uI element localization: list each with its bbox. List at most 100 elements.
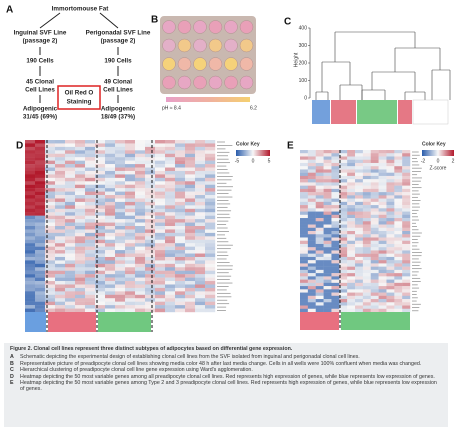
cell (95, 198, 106, 203)
cell (155, 298, 166, 302)
cell (362, 198, 371, 203)
cell (402, 156, 411, 160)
cell (85, 198, 96, 203)
cell (370, 286, 379, 290)
cell (45, 181, 56, 185)
cell (145, 157, 156, 161)
cell (85, 153, 96, 158)
cell (45, 188, 56, 192)
panel-letter: B (151, 15, 158, 26)
cell (135, 201, 146, 206)
cell (307, 237, 316, 241)
cell (85, 191, 96, 196)
cell (55, 153, 66, 158)
cell (65, 208, 76, 213)
cell (402, 260, 411, 264)
well (208, 38, 223, 53)
cell (347, 185, 356, 190)
cell (300, 208, 309, 212)
cell (45, 232, 56, 237)
cell (378, 150, 387, 154)
cell (35, 208, 46, 213)
cell (323, 205, 332, 209)
cell (315, 208, 324, 212)
cell (378, 169, 387, 173)
cell (75, 256, 86, 261)
cell (323, 302, 332, 306)
cell (35, 226, 46, 230)
cell (115, 308, 126, 313)
cell (370, 253, 379, 258)
cell (402, 227, 411, 232)
cell (185, 284, 196, 289)
cell (386, 185, 395, 190)
cell (331, 218, 340, 222)
cell (45, 160, 56, 165)
cell (95, 201, 106, 206)
cell (300, 243, 309, 248)
cell (25, 232, 36, 237)
cell (65, 308, 76, 313)
cell (155, 219, 166, 223)
cell (315, 153, 324, 157)
cell (115, 157, 126, 161)
cell (339, 231, 348, 235)
cell (205, 270, 216, 275)
left-adipogenic: Adipogenic (23, 106, 58, 113)
cell (35, 305, 46, 309)
cell (402, 263, 411, 267)
cell (175, 219, 186, 223)
cell (105, 239, 116, 244)
cell (195, 253, 206, 258)
cell (347, 276, 356, 280)
cell (65, 243, 76, 247)
cell (370, 237, 379, 241)
cell (105, 215, 116, 220)
cell (55, 205, 66, 209)
cell (323, 286, 332, 290)
cell (378, 295, 387, 300)
cell (175, 291, 186, 295)
cell (115, 212, 126, 216)
cell (95, 294, 106, 299)
cell (75, 250, 86, 254)
item-letter: D (10, 373, 14, 380)
cell (75, 153, 86, 158)
cell (65, 150, 76, 154)
cell (355, 234, 364, 238)
cell (323, 175, 332, 180)
cell (315, 234, 324, 238)
cell (95, 291, 106, 295)
cell (386, 247, 395, 251)
cell (65, 263, 76, 268)
cell (300, 188, 309, 193)
cell (35, 274, 46, 278)
cell (35, 219, 46, 223)
cell (307, 175, 316, 180)
cell (105, 284, 116, 289)
cell (362, 227, 371, 232)
cell (355, 169, 364, 173)
cell (402, 224, 411, 228)
cell (323, 253, 332, 258)
cell (55, 195, 66, 199)
cell (165, 305, 176, 309)
cell (165, 246, 176, 251)
cell (185, 260, 196, 265)
cell (35, 160, 46, 165)
cell (347, 250, 356, 254)
cell (95, 243, 106, 247)
cell (347, 214, 356, 219)
cell (75, 177, 86, 182)
cell (185, 191, 196, 196)
cell (105, 146, 116, 151)
cell (394, 201, 403, 206)
cell (135, 260, 146, 265)
cell (370, 172, 379, 177)
cell (205, 267, 216, 271)
cell (205, 243, 216, 247)
cell (65, 229, 76, 234)
cell (85, 219, 96, 223)
cell (125, 181, 136, 185)
cell (339, 263, 348, 267)
